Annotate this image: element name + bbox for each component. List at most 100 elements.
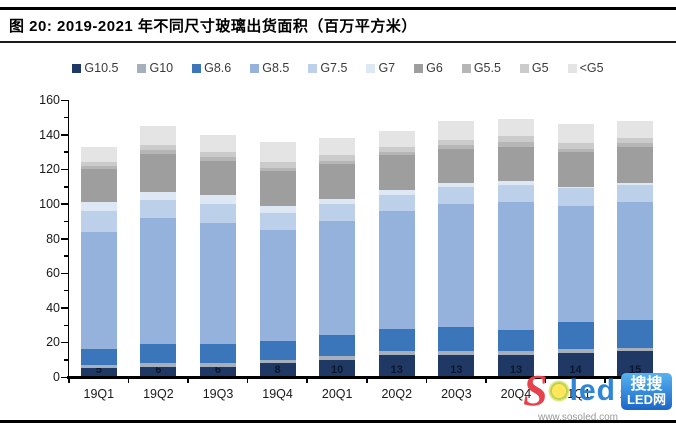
bar-segment-G8.6 (438, 326, 475, 352)
y-tick-label: 80 (46, 231, 60, 246)
legend-swatch (414, 63, 424, 73)
watermark-logo-row: S led 搜搜 LED网 (488, 369, 672, 413)
x-tick-label: 20Q3 (441, 387, 472, 401)
bar-segment-<G5 (80, 146, 117, 163)
bar-segment-G7 (319, 198, 356, 204)
bar-segment-G10 (378, 351, 415, 355)
bar-segment-G5 (319, 155, 356, 161)
bar-20Q1: 10 (307, 138, 367, 377)
bar-segment-G5.5 (378, 151, 415, 156)
bar-segment-<G5 (140, 126, 177, 146)
bar-segment-G7 (497, 181, 534, 185)
bar-segment-G8.6 (497, 330, 534, 352)
bar-segment-G8.5 (497, 202, 534, 331)
bar-segment-G5 (557, 143, 594, 149)
y-axis-ticks (60, 99, 68, 378)
bar-segment-G7.5 (617, 184, 654, 203)
bar-value-label: 13 (390, 364, 403, 376)
y-major-tick (61, 272, 68, 275)
bar-segment-G10.5: 5 (80, 364, 117, 377)
legend-label: G5 (531, 61, 549, 75)
bar-segment-G8.5 (378, 210, 415, 329)
x-tick-label: 19Q4 (262, 387, 293, 401)
legend-item: G8.5 (250, 61, 289, 75)
y-major-tick (61, 134, 68, 136)
bar-segment-<G5 (438, 120, 475, 140)
bar-segment-G7 (199, 195, 236, 204)
legend-item: G5.5 (461, 61, 501, 75)
bar-segment-G5 (140, 145, 177, 151)
x-axis-ticks (68, 378, 666, 384)
y-minor-tick (64, 359, 68, 361)
bar-segment-G5 (617, 138, 654, 144)
bar-segment-G5 (497, 136, 534, 142)
legend-label: G7.5 (320, 61, 348, 75)
chart-legend: G10.5 G10 G8.6 G8.5 G7.5 G7 G6 G5.5 G5 <G5 (0, 58, 676, 78)
bar-value-label: 6 (214, 364, 222, 376)
bar-segment-G5.5 (319, 160, 356, 165)
bar-segment-<G5 (557, 124, 594, 144)
legend-item: G7 (366, 61, 395, 75)
bar-segment-G8.6 (140, 344, 177, 364)
bar-19Q1: 5 (69, 146, 129, 377)
x-axis-tick (544, 378, 547, 383)
bar-19Q2: 6 (129, 126, 189, 377)
y-minor-tick (64, 151, 68, 153)
bar-segment-G10 (80, 364, 117, 369)
bar-segment-G7 (378, 190, 415, 196)
bar-segment-G6 (378, 155, 415, 191)
bar-segment-G7 (140, 191, 177, 201)
x-tick-label: 20Q2 (381, 387, 413, 401)
x-axis-tick (425, 378, 428, 383)
y-major-tick (61, 168, 68, 171)
bar-segment-G5 (378, 146, 415, 152)
y-major-tick (61, 238, 68, 240)
x-axis-tick (604, 378, 606, 383)
y-major-tick (61, 341, 68, 344)
bar-segment-G5 (259, 162, 296, 168)
legend-swatch (519, 63, 529, 73)
bar-segment-G10 (438, 351, 475, 355)
x-axis-tick (485, 378, 487, 383)
bar-segment-G6 (617, 146, 654, 184)
bar-segment-G7.5 (557, 188, 594, 206)
bar-segment-G10.5: 13 (438, 354, 475, 377)
legend-item: G10 (137, 61, 173, 75)
bar-segment-G7.5 (259, 212, 296, 230)
bar-20Q3: 13 (427, 120, 487, 377)
bar-segment-G7 (617, 183, 654, 185)
bar-segment-G8.5 (319, 221, 356, 336)
x-axis-tick (187, 378, 189, 383)
bar-segment-G5.5 (80, 165, 117, 170)
y-axis-labels: 0 20 40 60 80 100 120 140 160 (0, 93, 60, 384)
y-tick-label: 100 (39, 196, 60, 211)
bar-segment-G8.6 (617, 319, 654, 348)
x-axis-tick (68, 378, 70, 383)
bar-segment-G7 (438, 183, 475, 187)
bar-value-label: 6 (155, 364, 162, 376)
bar-segment-G8.5 (80, 231, 117, 350)
watermark-word-led: led (569, 374, 616, 407)
title-divider (0, 41, 676, 43)
bar-segment-G8.6 (199, 344, 236, 364)
bar-segment-<G5 (378, 131, 415, 147)
bar-segment-G7.5 (80, 210, 117, 232)
plot-area (68, 100, 666, 377)
y-tick-label: 0 (53, 370, 60, 384)
legend-label: G6 (426, 61, 443, 75)
legend-swatch (366, 63, 376, 73)
bar-segment-G7 (80, 202, 117, 211)
bar-segment-G10 (140, 363, 177, 367)
bar-segment-G7.5 (378, 195, 415, 211)
bar-segment-G10.5: 13 (378, 354, 415, 377)
bar-segment-G6 (199, 160, 236, 196)
legend-item: G8.6 (192, 61, 231, 75)
bar-segment-G7 (557, 186, 594, 189)
y-tick-label: 40 (46, 300, 60, 315)
bar-segment-G5.5 (617, 143, 654, 147)
bar-segment-G8.6 (378, 328, 415, 352)
legend-label: G10 (149, 61, 174, 75)
bar-segment-G8.5 (199, 222, 236, 345)
bar-20Q2: 13 (367, 131, 427, 377)
bar-segment-G8.5 (617, 202, 654, 320)
